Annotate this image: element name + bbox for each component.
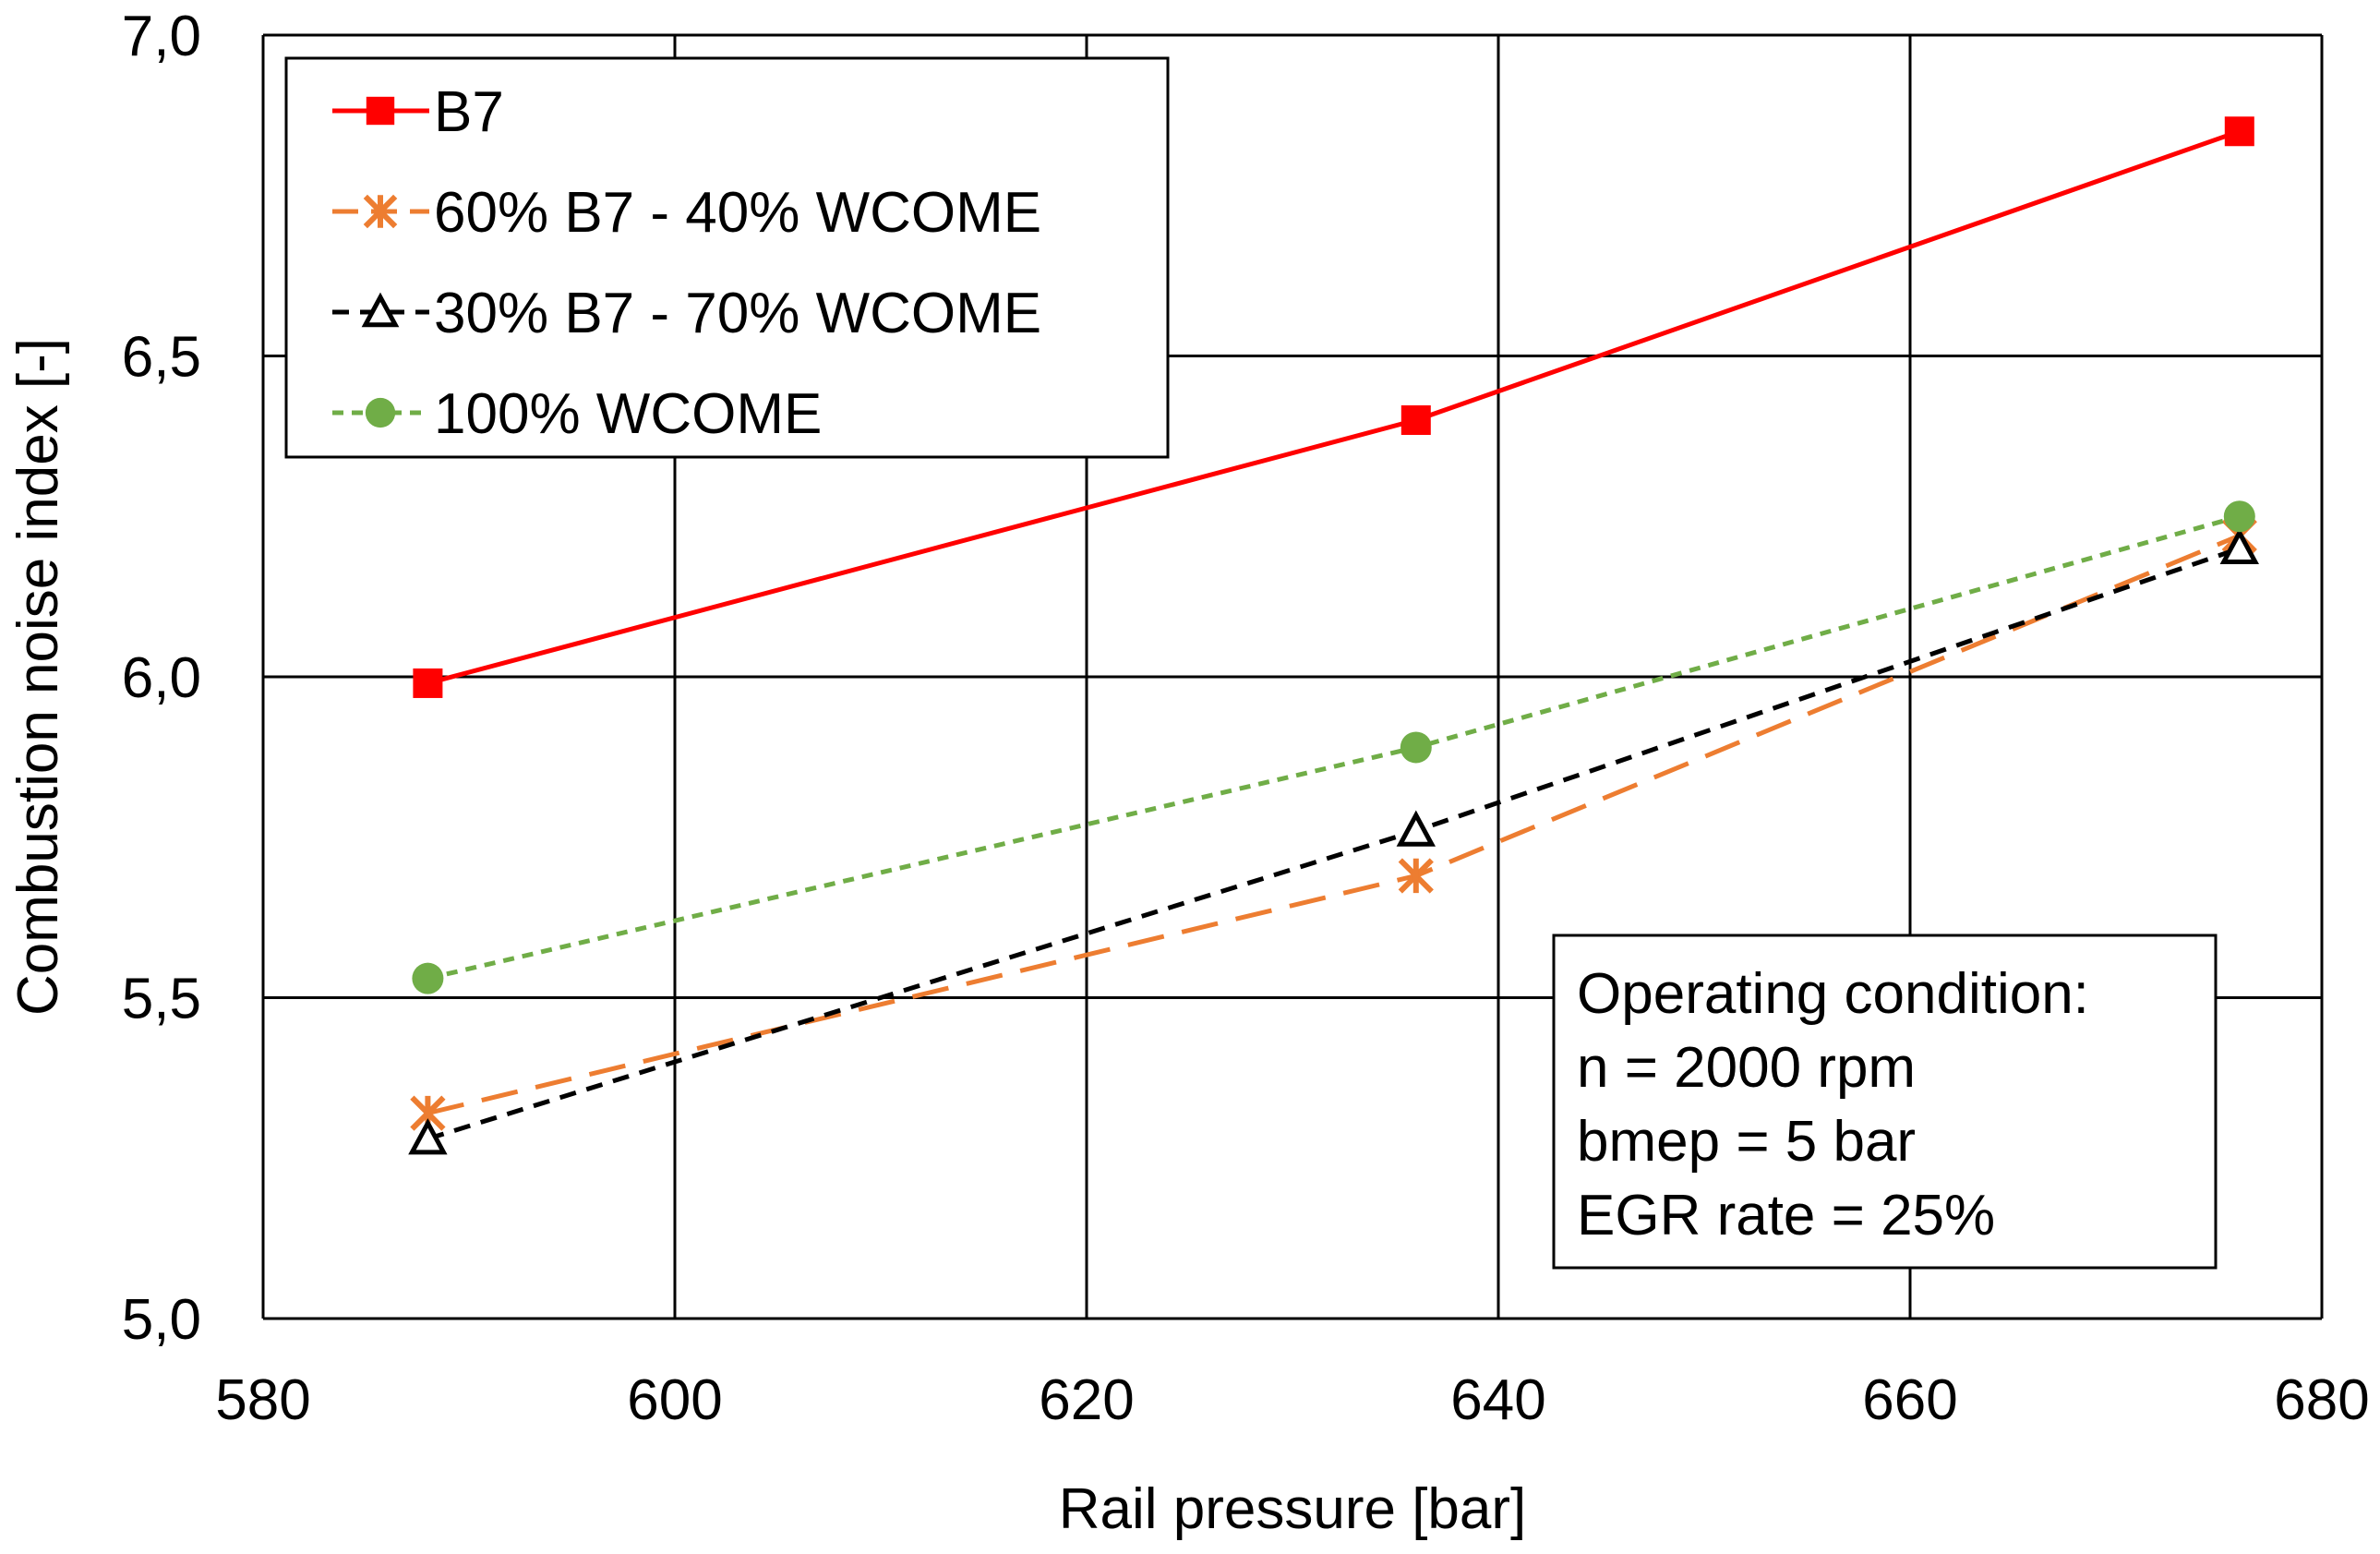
legend-item: 60% B7 - 40% WCOME	[332, 181, 1041, 245]
y-tick-label: 6,5	[122, 326, 201, 390]
legend-label: 60% B7 - 40% WCOME	[434, 181, 1041, 245]
legend-label: B7	[434, 80, 504, 144]
data-point	[1400, 731, 1432, 764]
y-tick-label: 5,0	[122, 1288, 201, 1352]
legend-items: B7 60% B7 - 40% WCOME 30% B7 - 70% WCOME 10…	[332, 80, 1041, 446]
legend-item: B7	[332, 80, 504, 144]
legend-item: 100% WCOME	[332, 382, 822, 446]
x-tick-label: 620	[1039, 1368, 1134, 1432]
data-point	[413, 668, 443, 698]
x-tick-label: 600	[627, 1368, 722, 1432]
data-point	[408, 1118, 448, 1155]
series-layer	[408, 116, 2259, 1155]
x-tick-label: 640	[1450, 1368, 1545, 1432]
x-axis-label: Rail pressure [bar]	[1059, 1477, 1527, 1541]
y-tick-label: 7,0	[122, 5, 201, 68]
legend-marker	[363, 194, 398, 229]
data-point	[1396, 810, 1436, 847]
annotation-line-3: bmep = 5 bar	[1577, 1110, 1916, 1174]
data-point	[2219, 527, 2259, 564]
annotation-line-2: n = 2000 rpm	[1577, 1036, 1916, 1100]
y-tick-label: 6,0	[122, 646, 201, 710]
data-point	[412, 962, 444, 994]
legend-marker	[366, 96, 395, 126]
data-point	[1398, 858, 1434, 894]
y-axis-label: Combustion noise index [-]	[6, 338, 70, 1016]
legend-label: 30% B7 - 70% WCOME	[434, 282, 1041, 345]
x-tick-label: 580	[215, 1368, 310, 1432]
data-point	[2224, 116, 2254, 147]
legend-marker	[361, 292, 400, 328]
annotation-box	[1552, 934, 2218, 1270]
tick-labels: 580 600 620 640 660 680 5,0 5,5 6,0 6,5 7,0	[122, 5, 2370, 1432]
legend-item: 30% B7 - 70% WCOME	[332, 282, 1041, 345]
x-tick-label: 680	[2274, 1368, 2369, 1432]
x-tick-label: 660	[1862, 1368, 1957, 1432]
annotation-line-4: EGR rate = 25%	[1577, 1184, 1995, 1247]
series-1	[413, 116, 2254, 698]
annotation-line-1: Operating condition:	[1577, 962, 2089, 1026]
legend-marker	[365, 397, 396, 428]
series-3	[408, 527, 2259, 1155]
data-point	[2223, 500, 2255, 533]
legend-box	[284, 56, 1170, 459]
series-4	[412, 500, 2255, 994]
legend: B7 60% B7 - 40% WCOME 30% B7 - 70% WCOME 10…	[284, 56, 1170, 459]
data-point	[1400, 405, 1431, 435]
y-tick-label: 5,5	[122, 968, 201, 1031]
legend-label: 100% WCOME	[434, 382, 822, 446]
annotation: Operating condition: n = 2000 rpm bmep =…	[1552, 934, 2218, 1270]
